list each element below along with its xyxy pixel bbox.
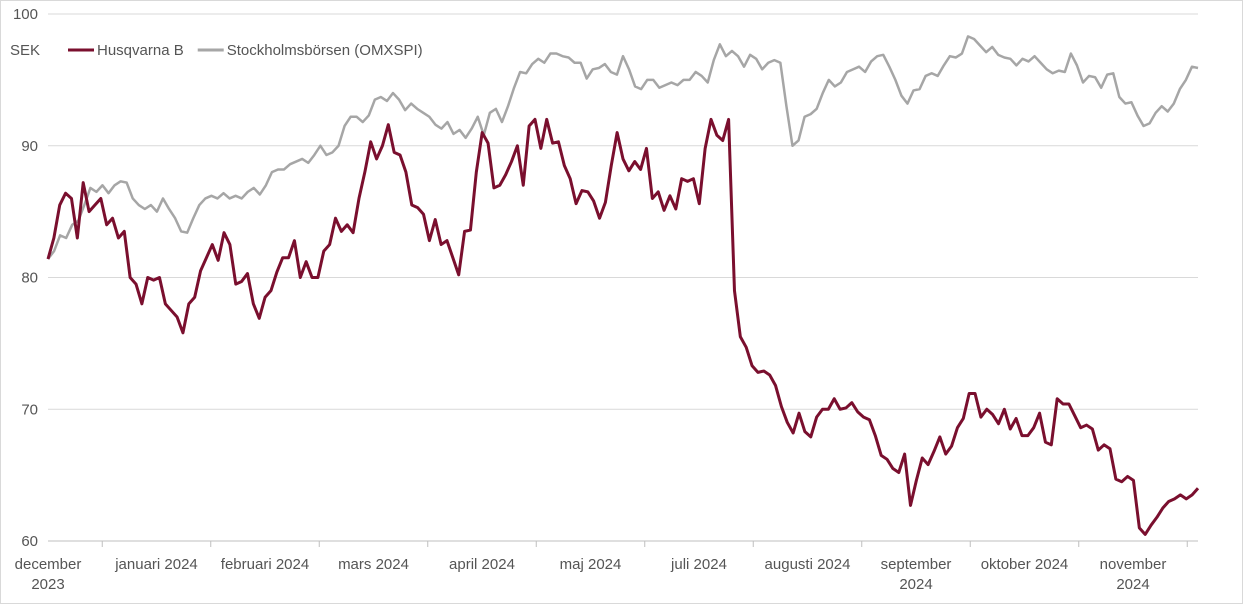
y-tick-label: 80: [21, 270, 38, 287]
x-tick-label-line: 2024: [1116, 576, 1149, 593]
x-tick-label: september 2024: [881, 556, 952, 593]
x-tick-label-line: oktober 2024: [981, 556, 1069, 573]
x-tick-label-line: 2023: [31, 576, 64, 593]
y-tick-label: 90: [21, 138, 38, 155]
x-tick-label-line: januari 2024: [114, 556, 198, 573]
x-tick-label: juli 2024: [670, 556, 727, 573]
x-tick-label: april 2024: [449, 556, 515, 573]
y-tick-label: 100: [13, 6, 38, 23]
x-tick-label: augusti 2024: [765, 556, 851, 573]
x-tick-label-line: november: [1100, 556, 1167, 573]
series-line: [46, 117, 1200, 536]
x-tick-label: januari 2024: [114, 556, 198, 573]
legend-label: Husqvarna B: [97, 42, 184, 59]
x-tick-label-line: april 2024: [449, 556, 515, 573]
x-tick-label-line: juli 2024: [670, 556, 727, 573]
x-tick-label-line: 2024: [899, 576, 932, 593]
x-tick-label-line: maj 2024: [560, 556, 622, 573]
series-line: [47, 35, 1199, 260]
y-axis-label: SEK: [10, 42, 40, 59]
x-tick-label-line: augusti 2024: [765, 556, 851, 573]
x-tick-label: maj 2024: [560, 556, 622, 573]
x-tick-label: februari 2024: [221, 556, 309, 573]
y-tick-label: 70: [21, 401, 38, 418]
x-tick-label: november 2024: [1100, 556, 1167, 593]
x-tick-label-line: september: [881, 556, 952, 573]
legend-label: Stockholmsbörsen (OMXSPI): [227, 42, 423, 59]
x-tick-label-line: december: [15, 556, 82, 573]
y-tick-label: 60: [21, 533, 38, 550]
x-tick-label: mars 2024: [338, 556, 409, 573]
x-tick-label: oktober 2024: [981, 556, 1069, 573]
x-tick-label: december 2023: [15, 556, 82, 593]
x-tick-label-line: februari 2024: [221, 556, 309, 573]
x-tick-label-line: mars 2024: [338, 556, 409, 573]
